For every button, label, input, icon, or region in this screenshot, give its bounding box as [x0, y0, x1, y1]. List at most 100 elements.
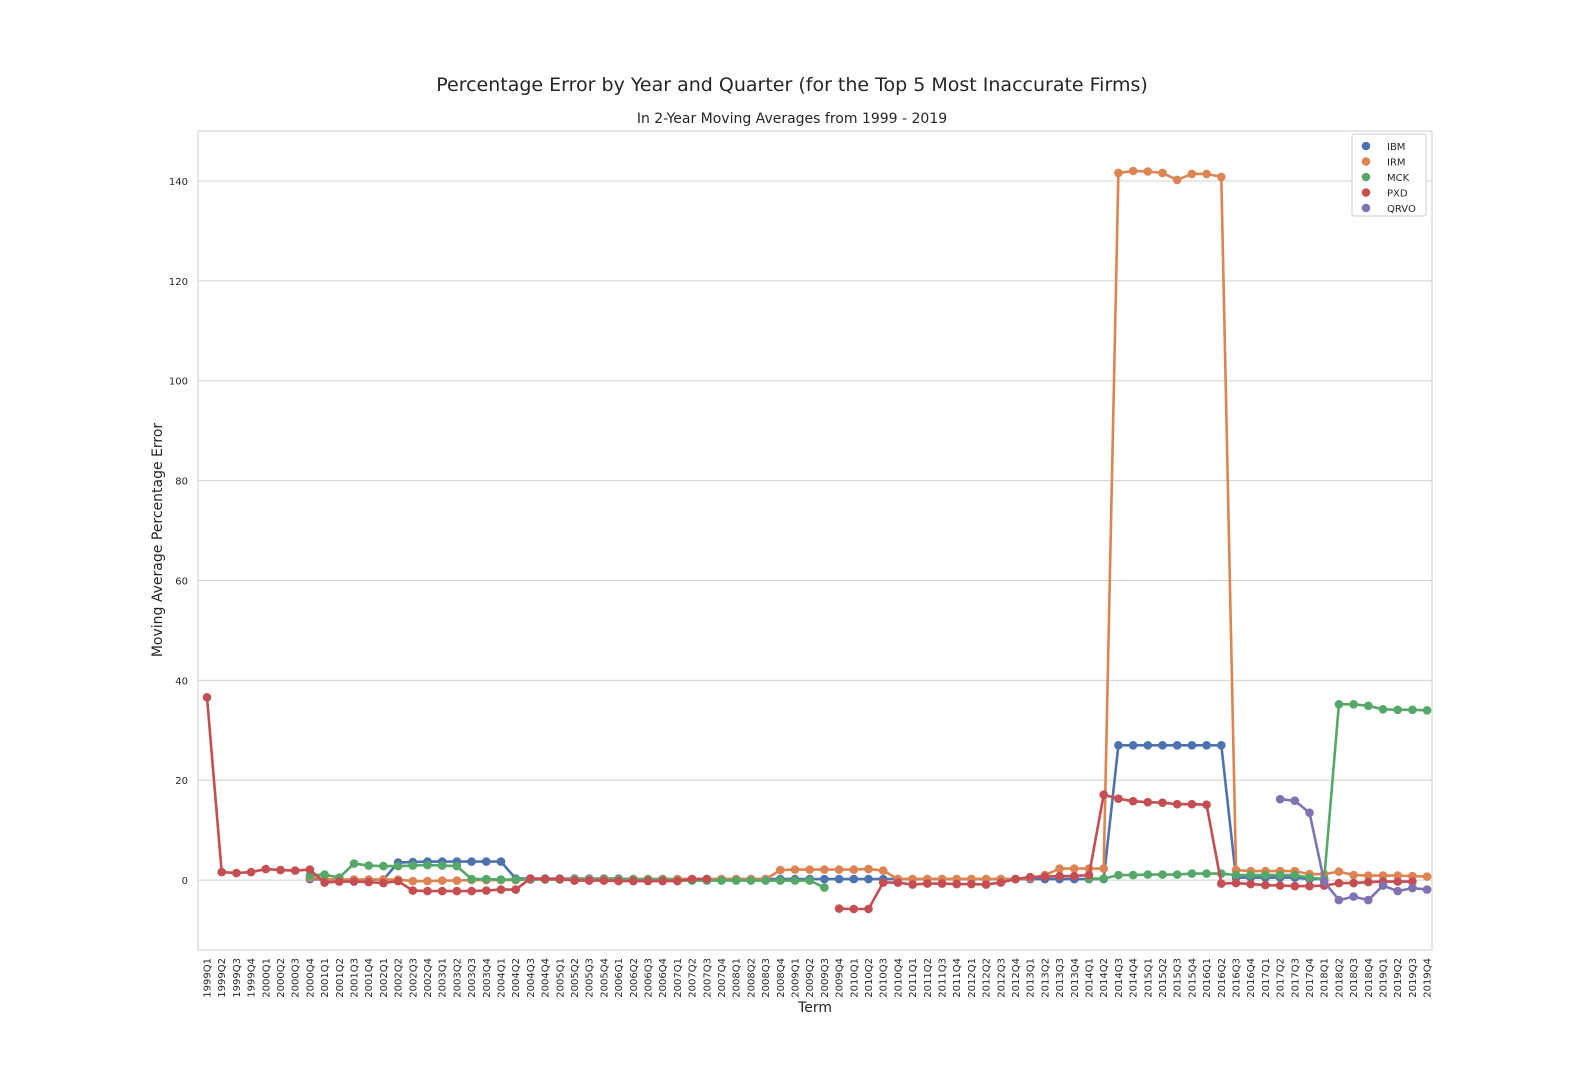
data-point — [423, 876, 432, 886]
data-point — [658, 876, 667, 886]
data-point — [761, 876, 770, 885]
data-point — [496, 885, 506, 894]
data-point — [1305, 808, 1314, 817]
data-point — [893, 878, 903, 887]
data-point — [1349, 878, 1358, 888]
data-point — [1349, 700, 1358, 709]
data-point — [452, 886, 462, 896]
data-point — [1025, 872, 1035, 882]
data-point — [1055, 864, 1064, 873]
legend: IBM IRM MCK PXD QRVO — [1351, 133, 1427, 217]
data-point — [820, 874, 829, 884]
data-point — [717, 876, 726, 885]
legend-label: MCK — [1387, 173, 1410, 184]
data-point — [937, 879, 947, 888]
data-point — [805, 876, 814, 885]
x-tick-label: 2017Q3 — [1290, 958, 1301, 998]
x-tick-label: 2006Q4 — [658, 958, 669, 998]
x-tick-label: 2003Q4 — [482, 958, 493, 998]
x-tick-label: 2001Q2 — [335, 958, 346, 998]
data-point — [408, 861, 418, 870]
data-point — [482, 874, 491, 884]
data-point — [305, 871, 315, 880]
legend-label: IRM — [1387, 158, 1406, 169]
data-point — [1422, 885, 1432, 894]
data-point — [496, 857, 506, 866]
x-tick-label: 2015Q1 — [1143, 958, 1154, 998]
data-point — [1231, 878, 1241, 888]
x-tick-label: 2007Q4 — [717, 958, 728, 998]
x-tick-label: 2007Q2 — [688, 958, 699, 998]
data-point — [805, 865, 814, 874]
data-point — [996, 878, 1006, 887]
data-point — [614, 876, 623, 886]
y-tick-label: 40 — [175, 676, 188, 687]
data-point — [820, 883, 829, 892]
data-point — [1202, 800, 1211, 809]
x-tick-label: 2010Q4 — [893, 958, 904, 998]
data-point — [731, 876, 741, 885]
x-tick-label: 2002Q2 — [394, 958, 405, 998]
data-point — [790, 865, 800, 874]
data-point — [1261, 870, 1270, 880]
x-tick-label: 2019Q3 — [1408, 958, 1419, 998]
legend-marker — [1361, 203, 1371, 213]
y-tick-label: 100 — [169, 377, 188, 388]
data-point — [849, 865, 859, 874]
x-tick-label: 2018Q3 — [1349, 958, 1360, 998]
data-point — [335, 877, 344, 886]
data-point — [834, 904, 844, 913]
chart-title: Percentage Error by Year and Quarter (fo… — [436, 74, 1148, 96]
data-point — [526, 874, 535, 883]
data-point — [1378, 705, 1388, 714]
x-axis-label: Term — [797, 1000, 832, 1016]
data-point — [1275, 881, 1285, 890]
data-point — [1128, 796, 1138, 806]
data-point — [981, 880, 991, 889]
data-point — [1364, 895, 1373, 905]
data-point — [1349, 870, 1358, 880]
data-point — [1275, 870, 1285, 880]
x-tick-label: 2012Q1 — [967, 958, 978, 998]
y-tick-label: 20 — [175, 776, 188, 787]
data-point — [1393, 705, 1402, 715]
data-point — [261, 864, 271, 874]
x-tick-label: 2015Q2 — [1158, 958, 1169, 998]
data-point — [834, 865, 844, 874]
data-point — [952, 879, 961, 889]
data-point — [1202, 741, 1211, 750]
x-tick-label: 2018Q2 — [1334, 958, 1345, 998]
data-point — [1158, 168, 1167, 178]
legend-label: IBM — [1387, 142, 1405, 153]
data-point — [1187, 169, 1197, 179]
data-point — [496, 875, 506, 884]
data-point — [776, 876, 785, 885]
legend-marker — [1361, 172, 1371, 182]
data-point — [1217, 172, 1226, 182]
x-tick-label: 2000Q2 — [276, 958, 287, 998]
x-tick-label: 2014Q2 — [1099, 958, 1110, 998]
data-point — [246, 867, 256, 877]
data-point — [1172, 741, 1182, 750]
legend-label: PXD — [1387, 189, 1408, 200]
x-tick-label: 2013Q3 — [1055, 958, 1066, 998]
data-point — [1128, 741, 1138, 750]
x-tick-label: 2003Q2 — [452, 958, 463, 998]
x-tick-label: 2002Q3 — [408, 958, 419, 998]
y-tick-label: 0 — [182, 876, 188, 887]
x-tick-label: 2015Q3 — [1173, 958, 1184, 998]
x-tick-label: 1999Q4 — [247, 958, 258, 998]
data-point — [1290, 881, 1300, 891]
x-tick-label: 2013Q1 — [1026, 958, 1037, 998]
data-point — [482, 886, 491, 895]
data-point — [1290, 870, 1300, 880]
data-point — [702, 874, 712, 884]
data-point — [217, 867, 226, 877]
data-point — [467, 874, 476, 884]
data-point — [320, 870, 329, 879]
data-point — [1114, 741, 1123, 750]
data-point — [1187, 799, 1197, 809]
x-tick-label: 2019Q1 — [1379, 958, 1390, 998]
data-point — [864, 874, 873, 884]
